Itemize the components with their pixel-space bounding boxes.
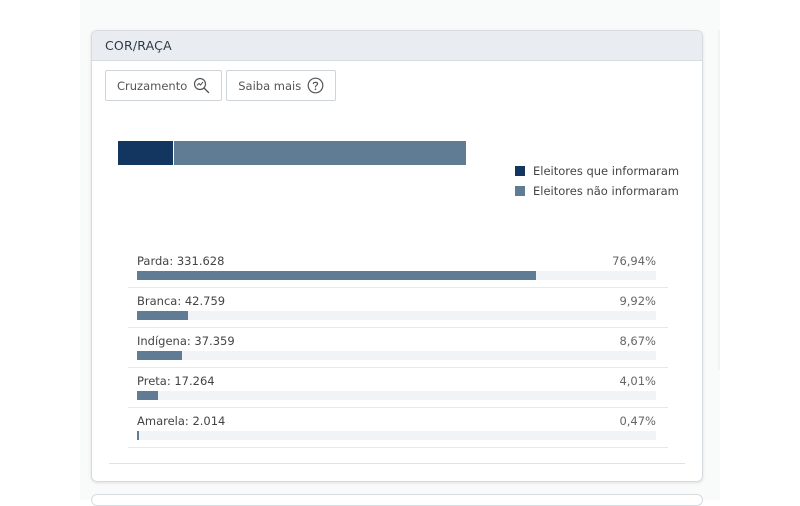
card-header: COR/RAÇA: [92, 31, 702, 61]
row-label: Preta: 17.264: [137, 374, 215, 388]
row-percentage: 76,94%: [612, 254, 656, 268]
row-percentage: 4,01%: [619, 374, 656, 388]
progress-fill: [137, 391, 158, 400]
list-item: Amarela: 2.014 0,47%: [128, 408, 668, 448]
legend-swatch: [515, 166, 525, 176]
progress-track: [137, 351, 656, 360]
cor-raca-card: COR/RAÇA Cruzamento Saiba mais E: [91, 30, 703, 482]
progress-fill: [137, 431, 140, 440]
row-percentage: 0,47%: [619, 414, 656, 428]
zoom-chart-icon: [194, 77, 210, 94]
cruzamento-label: Cruzamento: [117, 78, 188, 93]
progress-track: [137, 391, 656, 400]
legend-item-informaram: Eleitores que informaram: [515, 161, 679, 181]
list-item: Preta: 17.264 4,01%: [128, 368, 668, 408]
list-item: Branca: 42.759 9,92%: [128, 288, 668, 328]
list-item: Parda: 331.628 76,94%: [128, 248, 668, 288]
card-title: COR/RAÇA: [105, 38, 172, 53]
saiba-mais-button[interactable]: Saiba mais: [226, 70, 337, 101]
segment-separator: [172, 141, 174, 165]
side-divider: [718, 30, 720, 370]
progress-track: [137, 431, 656, 440]
nao-informaram-segment[interactable]: [173, 141, 466, 165]
help-icon: [307, 77, 324, 94]
next-card-edge: [91, 494, 703, 506]
saiba-mais-label: Saiba mais: [238, 78, 302, 93]
breakdown-list: Parda: 331.628 76,94% Branca: 42.759 9,9…: [128, 248, 668, 448]
progress-fill: [137, 271, 537, 280]
progress-fill: [137, 351, 182, 360]
legend-label: Eleitores não informaram: [533, 184, 679, 198]
card-actions: Cruzamento Saiba mais: [105, 70, 337, 101]
informed-stack-bar: [118, 141, 466, 165]
progress-fill: [137, 311, 189, 320]
legend-label: Eleitores que informaram: [533, 164, 680, 178]
informaram-segment[interactable]: [118, 141, 173, 165]
legend-item-nao-informaram: Eleitores não informaram: [515, 181, 679, 201]
progress-track: [137, 271, 656, 280]
card-footer-divider: [109, 463, 685, 464]
legend-swatch: [515, 186, 525, 196]
list-item: Indígena: 37.359 8,67%: [128, 328, 668, 368]
row-percentage: 8,67%: [619, 334, 656, 348]
row-percentage: 9,92%: [619, 294, 656, 308]
row-label: Indígena: 37.359: [137, 334, 235, 348]
stack-legend: Eleitores que informaram Eleitores não i…: [515, 161, 679, 201]
row-label: Branca: 42.759: [137, 294, 226, 308]
progress-track: [137, 311, 656, 320]
row-label: Parda: 331.628: [137, 254, 225, 268]
row-label: Amarela: 2.014: [137, 414, 226, 428]
cruzamento-button[interactable]: Cruzamento: [105, 70, 223, 101]
